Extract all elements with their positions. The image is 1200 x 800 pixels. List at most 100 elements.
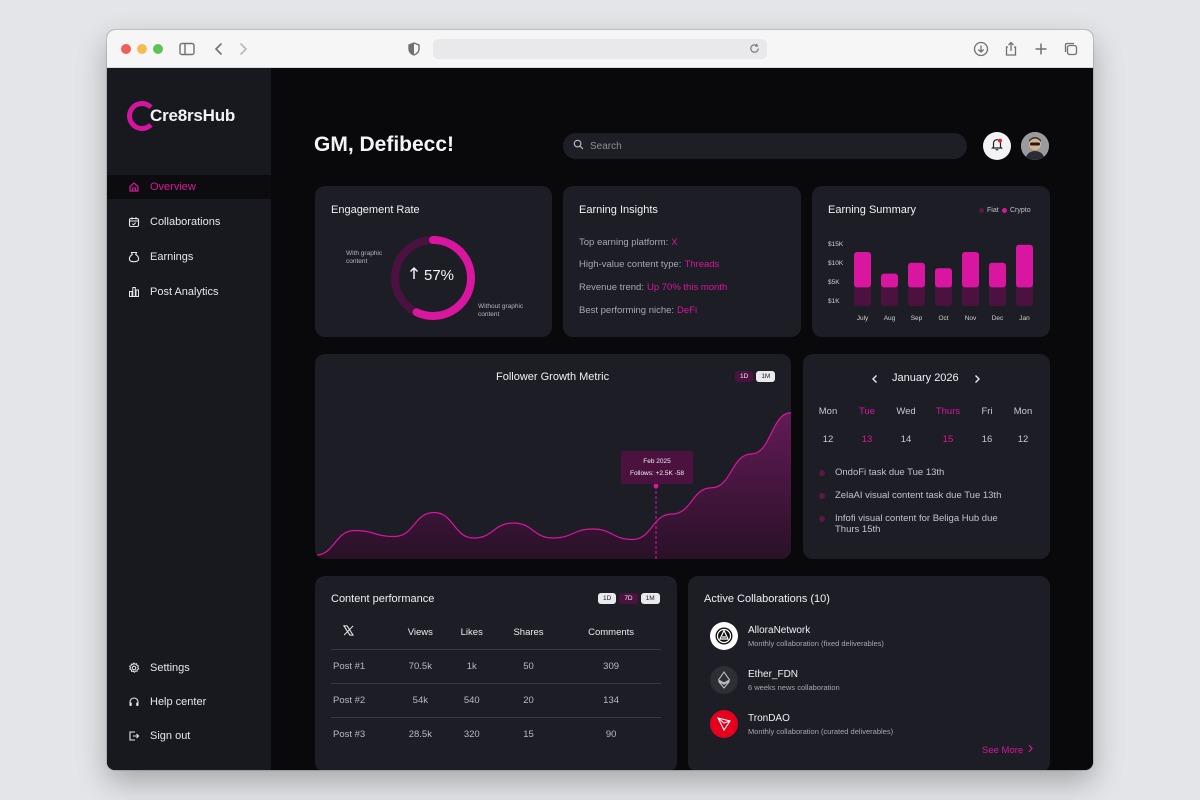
search-bar[interactable] [563,133,967,159]
collaboration-item[interactable]: AlloraNetwork Monthly collaboration (fix… [710,621,884,651]
bar-fiat [854,284,871,306]
sidebar: Cre8rsHub Overview Collaborations Earnin… [107,68,271,770]
date-cell[interactable]: 15 [942,434,954,445]
bar-crypto [854,252,871,288]
date-cell[interactable]: 13 [861,434,873,445]
reload-icon[interactable] [748,42,761,60]
cell-comments: 309 [561,648,661,683]
brand-mark-icon [127,101,157,131]
search-input[interactable] [590,140,950,152]
insight-row: High-value content type: Threads [579,259,719,270]
sidebar-item-overview[interactable]: Overview [107,175,271,199]
minimize-window-button[interactable] [137,44,147,54]
allora-logo-icon [710,622,738,650]
home-icon [128,181,140,193]
column-header[interactable]: Views [407,626,433,638]
tooltip-follows-up: +2.5K [655,470,673,477]
collaboration-name: TronDAO [748,712,790,724]
cell-likes: 1k [447,648,496,683]
insight-label: Best performing niche: [579,305,675,316]
x-platform-icon [331,616,393,649]
range-1m-button[interactable]: 1M [640,593,660,604]
earning-summary-chart: $15K $10K $5K $1K July Aug Sep Oct Nov Dec Jan [828,241,1033,322]
legend-label: Crypto [1010,207,1031,214]
brand-logo[interactable]: Cre8rsHub [127,99,235,133]
close-window-button[interactable] [121,44,131,54]
see-more-link[interactable]: See More [982,744,1034,756]
insight-row: Revenue trend: Up 70% this month [579,282,727,293]
back-icon[interactable] [210,40,228,58]
task-dot [819,493,825,499]
collaboration-item[interactable]: Ether_FDN 6 weeks news collaboration [710,665,840,695]
table-row[interactable]: Post #1 70.5k 1k 50 309 [331,648,661,683]
task-item[interactable]: ZelaAI visual content task due Tue 13th [819,490,1001,501]
cell-comments: 90 [561,716,661,751]
address-bar[interactable] [433,39,767,59]
forward-icon[interactable] [234,40,252,58]
date-cell[interactable]: 12 [1017,434,1029,445]
insight-label: Revenue trend: [579,282,644,293]
sidebar-item-help-center[interactable]: Help center [107,690,271,714]
date-cell[interactable]: 16 [981,434,993,445]
sidebar-item-sign-out[interactable]: Sign out [107,724,271,748]
maximize-window-button[interactable] [153,44,163,54]
engagement-arc [391,236,475,320]
sidebar-item-post-analytics[interactable]: Post Analytics [107,280,271,304]
collaboration-name: Ether_FDN [748,668,799,680]
task-item[interactable]: Infofi visual content for Beliga Hub due… [819,513,1009,535]
sidebar-item-earnings[interactable]: Earnings [107,245,271,269]
x-tick-label: Jan [1019,315,1030,322]
range-1d-button[interactable]: 1D [598,593,617,604]
tab-overview-icon[interactable] [1062,40,1080,58]
date-cell[interactable]: 12 [822,434,834,445]
collaboration-name: AlloraNetwork [748,624,811,636]
next-month-button[interactable] [972,372,982,390]
engagement-donut [391,236,475,320]
engagement-percent: 57% [424,266,455,284]
see-more-label: See More [982,744,1024,756]
bar-fiat [935,284,952,306]
column-header[interactable]: Comments [588,626,635,638]
without-graphic-label: Without graphic content [478,303,524,318]
sidebar-toggle-icon[interactable] [178,40,196,58]
prev-month-button[interactable] [870,372,880,390]
cell-shares: 20 [495,682,562,717]
x-tick-label: Nov [965,315,977,322]
share-icon[interactable] [1002,40,1020,58]
table-row[interactable]: Post #3 28.5k 320 15 90 [331,716,661,751]
download-icon[interactable] [972,40,990,58]
bar-crypto [881,273,898,288]
range-1m-button[interactable]: 1M [756,371,776,382]
task-item[interactable]: OndoFi task due Tue 13th [819,467,944,478]
active-collaborations-card: Active Collaborations (10) AlloraNetwork… [688,576,1050,770]
weekday-label: Mon [1013,406,1033,417]
range-7d-button[interactable]: 7D [619,593,638,604]
sidebar-item-label: Post Analytics [150,286,219,298]
column-header[interactable]: Shares [513,626,544,638]
range-1d-button[interactable]: 1D [735,371,754,382]
table-row[interactable]: Post #2 54k 540 20 134 [331,682,661,717]
task-label: Infofi visual content for Beliga Hub due… [835,513,998,535]
task-label: ZelaAI visual content task due Tue 13th [835,490,1002,501]
weekday-label: Wed [896,406,916,417]
bar-fiat [962,284,979,306]
column-header[interactable]: Likes [460,626,483,638]
bar-crypto [935,268,952,288]
avatar[interactable] [1021,132,1049,160]
tooltip-point[interactable] [653,483,659,489]
cell-likes: 320 [447,716,496,751]
x-tick-label: July [857,315,869,322]
sidebar-item-collaborations[interactable]: Collaborations [107,210,271,234]
table-header-row: Views Likes Shares Comments [331,616,661,649]
new-tab-icon[interactable] [1032,40,1050,58]
ethereum-logo-icon [710,666,738,694]
cell-shares: 50 [495,648,562,683]
notifications-button[interactable] [983,132,1011,160]
date-cell[interactable]: 14 [900,434,912,445]
shield-icon[interactable] [405,40,423,58]
calendar-month: January 2026 [892,372,959,384]
browser-window: Cre8rsHub Overview Collaborations Earnin… [107,30,1093,770]
sidebar-item-settings[interactable]: Settings [107,656,271,680]
weekday-label: Mon [818,406,838,417]
collaboration-item[interactable]: TronDAO Monthly collaboration (curated d… [710,709,893,739]
